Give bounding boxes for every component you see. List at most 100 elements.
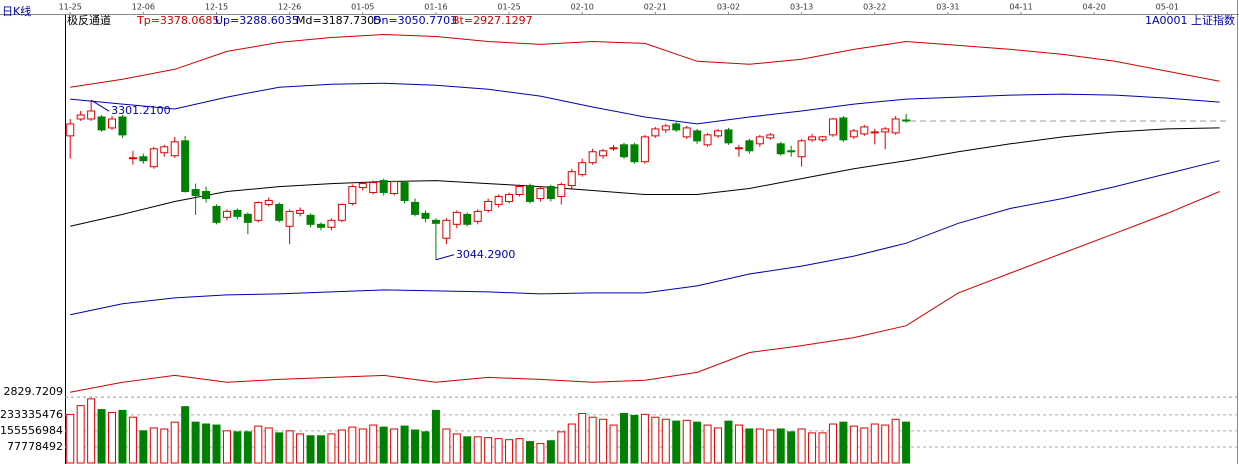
candle-body [275, 203, 284, 221]
volume-bar [348, 426, 357, 464]
candle-body [494, 195, 503, 205]
volume-bar [557, 431, 566, 464]
x-tick-label: 02-10 [571, 3, 594, 12]
x-tick-label: 02-21 [644, 3, 667, 12]
symbol: 1A0001 上证指数 [1145, 13, 1235, 27]
volume-bar [714, 427, 723, 464]
volume-bar [776, 428, 785, 464]
x-tick-label: 11-25 [59, 3, 82, 12]
candle-body [411, 201, 420, 215]
volume-bar [97, 409, 106, 464]
candle-body [891, 118, 900, 134]
volume-bar [379, 426, 388, 464]
volume-tick-label: 77778492 [7, 440, 63, 453]
volume-bar [808, 432, 817, 464]
volume-bar [181, 406, 190, 464]
volume-bar [567, 423, 576, 464]
volume-bar [578, 413, 587, 464]
volume-bar [745, 428, 754, 464]
volume-bar [222, 430, 231, 464]
volume-bar [839, 421, 848, 464]
volume-bar [108, 411, 117, 464]
candle-body [651, 128, 660, 137]
volume-bar [191, 421, 200, 464]
volume-bar [327, 433, 336, 464]
x-tick-label: 12-06 [132, 3, 155, 12]
candle-body [170, 141, 179, 157]
volume-bar [243, 431, 252, 464]
candle-body [619, 144, 628, 158]
volume-bar [306, 435, 315, 464]
volume-bar [431, 409, 440, 464]
channel-line [70, 191, 1220, 393]
candle-body [609, 147, 618, 150]
volume-bar [860, 427, 869, 464]
candle-body [149, 148, 158, 168]
x-tick-label: 04-20 [1083, 3, 1106, 12]
candle-body [505, 194, 514, 202]
volume-bar [818, 432, 827, 464]
candle-body [578, 162, 587, 176]
candle-body [285, 210, 294, 227]
candle-body [849, 130, 858, 138]
volume-bar [316, 435, 325, 464]
channel-line [70, 127, 1220, 227]
volume-bar [640, 413, 649, 464]
x-tick-label: 12-15 [205, 3, 228, 12]
y-tick-label: 2829.7209 [4, 385, 64, 398]
volume-bar [828, 423, 837, 464]
candle-body [212, 205, 221, 223]
candle-body [672, 123, 681, 131]
candle-body [463, 213, 472, 225]
volume-bar [693, 421, 702, 464]
x-tick-label: 03-02 [717, 3, 740, 12]
candle-body [348, 186, 357, 204]
candle-body [233, 209, 242, 217]
annotation-pointer [90, 99, 110, 112]
volume-bar [442, 428, 451, 464]
volume-bar [202, 423, 211, 464]
candle-body [902, 119, 911, 122]
candle-body [108, 118, 117, 129]
candle-body [473, 210, 482, 222]
candle-body [881, 128, 890, 133]
volume-bar [76, 405, 85, 464]
candle-body [337, 203, 346, 221]
candle-body [734, 147, 743, 150]
indicator-label: Md=3187.7305 [296, 14, 381, 27]
candle-body [797, 140, 806, 158]
annotation-label: 3301.2100 [111, 104, 171, 117]
candle-body [243, 213, 252, 223]
candle-body [306, 214, 315, 225]
candle-body [316, 223, 325, 228]
channel-line [70, 160, 1220, 316]
candle-body [599, 150, 608, 157]
volume-bar [484, 437, 493, 464]
volume-bar [902, 421, 911, 464]
volume-bar [66, 413, 75, 464]
candle-body [525, 185, 534, 202]
volume-bar [170, 421, 179, 464]
candle-body [536, 188, 545, 199]
volume-bar [536, 443, 545, 464]
volume-bar [546, 440, 555, 464]
volume-bar [787, 431, 796, 464]
x-tick-label: 01-05 [351, 3, 374, 12]
candle-body [787, 150, 796, 153]
candle-body [839, 117, 848, 141]
volume-bar [849, 425, 858, 464]
volume-bar [212, 424, 221, 464]
candle-body [515, 186, 524, 196]
candle-body [860, 126, 869, 135]
volume-bar [233, 431, 242, 464]
volume-bar [609, 424, 618, 464]
candle-body [724, 129, 733, 144]
x-tick-label: 12-26 [278, 3, 301, 12]
chart-title: 日K线 [2, 4, 31, 18]
volume-bar [337, 429, 346, 464]
candle-body [703, 134, 712, 146]
subtitle: 极反通道 [67, 13, 111, 27]
volume-bar [682, 419, 691, 464]
indicator-label: Bt=2927.1297 [452, 14, 533, 27]
